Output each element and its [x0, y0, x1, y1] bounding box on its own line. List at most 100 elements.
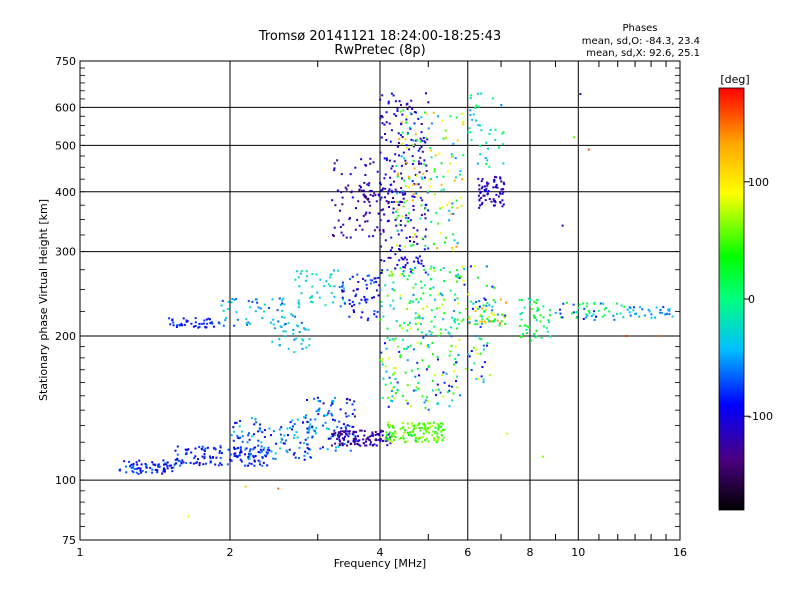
data-point	[274, 452, 277, 455]
data-point	[262, 448, 265, 451]
data-point	[311, 425, 314, 428]
data-point	[387, 102, 390, 105]
y-tick-label: 750	[55, 55, 76, 68]
data-point	[385, 200, 388, 203]
data-point	[426, 305, 429, 308]
data-point	[209, 322, 212, 325]
data-point	[419, 429, 422, 432]
data-point	[491, 320, 494, 323]
data-point	[420, 123, 423, 125]
data-point	[379, 430, 382, 433]
data-point	[281, 309, 284, 312]
data-point	[456, 297, 459, 300]
data-point	[249, 448, 252, 451]
data-point	[181, 459, 184, 462]
data-point	[380, 115, 383, 117]
data-point	[250, 462, 253, 465]
data-point	[214, 448, 217, 451]
data-point	[488, 165, 491, 168]
data-point	[377, 438, 380, 441]
data-point	[571, 312, 573, 315]
data-point	[418, 162, 420, 165]
data-point	[412, 184, 415, 186]
data-point	[230, 301, 233, 304]
data-point	[433, 168, 436, 171]
data-point	[413, 167, 416, 170]
data-point	[454, 321, 456, 324]
data-point	[542, 455, 545, 458]
data-point	[425, 112, 428, 115]
data-point	[190, 451, 193, 454]
data-point	[572, 311, 575, 314]
data-point	[404, 431, 407, 434]
data-point	[219, 462, 222, 465]
data-point	[257, 430, 260, 433]
data-point	[380, 429, 383, 432]
data-point	[378, 194, 381, 197]
data-point	[453, 179, 456, 182]
data-point	[413, 183, 416, 186]
data-point	[381, 363, 384, 366]
data-point	[219, 456, 222, 459]
data-point	[316, 396, 319, 399]
data-point	[468, 322, 471, 325]
data-point	[394, 436, 397, 438]
data-point	[421, 359, 424, 362]
data-point	[665, 312, 668, 315]
data-point	[381, 94, 384, 97]
data-point	[433, 374, 436, 377]
data-point	[368, 190, 371, 193]
data-point	[522, 332, 524, 335]
data-point	[379, 183, 382, 186]
data-point	[438, 152, 441, 155]
data-point	[489, 128, 492, 131]
data-point	[471, 307, 474, 310]
data-point	[304, 279, 307, 282]
data-point	[347, 440, 350, 443]
data-point	[387, 424, 389, 427]
data-point	[584, 316, 587, 319]
data-point	[474, 265, 476, 268]
data-point	[390, 189, 393, 192]
data-point	[287, 434, 289, 437]
data-point	[209, 460, 212, 463]
data-point	[578, 303, 581, 306]
y-tick-label: 75	[62, 534, 76, 547]
data-point	[279, 447, 282, 450]
data-point	[196, 461, 198, 464]
data-point	[398, 191, 401, 194]
data-point	[479, 192, 482, 195]
data-point	[486, 193, 489, 196]
data-point	[503, 314, 506, 317]
data-point	[380, 209, 383, 212]
data-point	[373, 229, 376, 232]
data-point	[451, 399, 454, 402]
data-point	[401, 177, 403, 180]
data-point	[415, 139, 418, 142]
data-point	[409, 112, 412, 115]
data-point	[345, 188, 348, 191]
data-point	[230, 434, 233, 437]
data-point	[403, 201, 406, 204]
data-point	[456, 375, 458, 378]
data-point	[244, 448, 247, 451]
data-point	[535, 335, 538, 338]
data-point	[379, 151, 382, 154]
data-point	[424, 399, 427, 402]
data-point	[476, 92, 479, 95]
data-point	[333, 429, 336, 432]
data-point	[218, 450, 221, 452]
data-point	[389, 424, 392, 427]
legend-title: Phases	[622, 23, 657, 34]
data-point	[297, 299, 300, 302]
data-point	[185, 319, 188, 322]
data-point	[362, 442, 365, 445]
data-point	[545, 327, 548, 330]
data-point	[341, 203, 344, 206]
data-point	[458, 311, 461, 314]
data-point	[534, 336, 537, 339]
data-point	[450, 246, 453, 249]
data-point	[327, 412, 330, 415]
data-point	[179, 464, 182, 467]
data-point	[431, 342, 434, 344]
